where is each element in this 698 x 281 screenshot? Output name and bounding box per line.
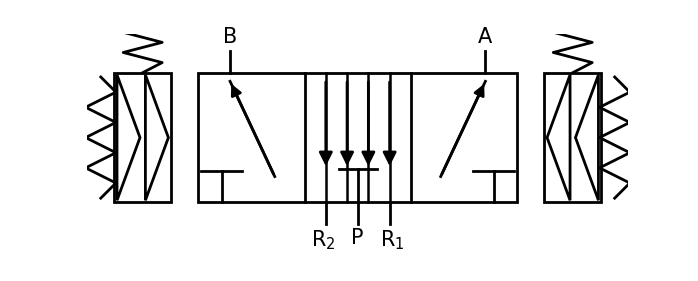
Text: R$_2$: R$_2$ (311, 228, 336, 252)
Text: R$_1$: R$_1$ (380, 228, 405, 252)
Text: P: P (352, 228, 364, 248)
Text: A: A (478, 27, 493, 47)
Text: B: B (223, 27, 237, 47)
